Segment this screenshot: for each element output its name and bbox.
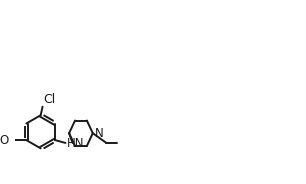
Text: N: N — [95, 127, 104, 140]
Text: O: O — [0, 134, 9, 147]
Text: HN: HN — [66, 137, 84, 150]
Text: Cl: Cl — [43, 93, 56, 106]
